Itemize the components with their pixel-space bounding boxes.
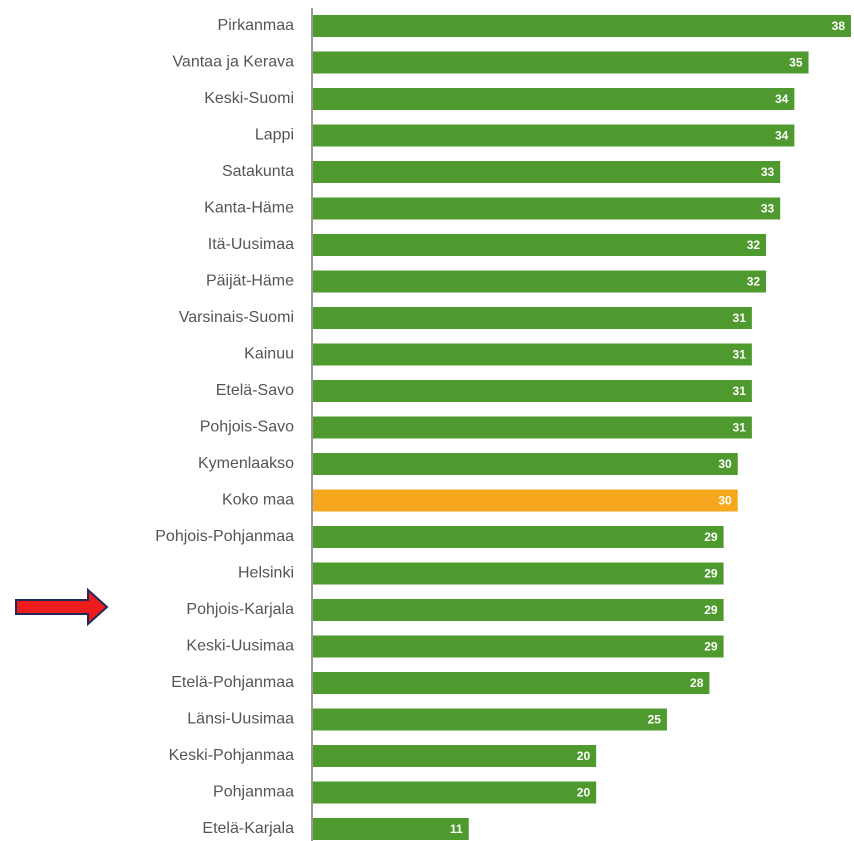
category-label: Itä-Uusimaa (208, 236, 294, 253)
bar (313, 88, 795, 110)
value-label: 32 (747, 238, 761, 252)
category-label: Keski-Suomi (204, 90, 294, 107)
value-label: 31 (733, 348, 747, 362)
bar (313, 51, 809, 74)
bar (313, 307, 752, 329)
category-label: Pohjois-Pohjanmaa (155, 528, 294, 545)
bar (313, 635, 724, 658)
bar (313, 197, 781, 220)
category-label: Pohjois-Savo (200, 419, 294, 436)
value-label: 29 (704, 567, 718, 581)
bar (313, 708, 667, 731)
category-label: Satakunta (222, 163, 294, 180)
value-label: 31 (733, 384, 747, 398)
category-label: Keski-Uusimaa (186, 638, 294, 655)
value-label: 35 (789, 56, 803, 70)
value-label: 29 (704, 603, 718, 617)
category-label: Kainuu (244, 346, 294, 363)
bar (313, 380, 752, 402)
value-label: 25 (648, 713, 662, 727)
bar (313, 781, 597, 804)
value-label: 20 (577, 786, 591, 800)
value-label: 29 (704, 530, 718, 544)
category-label: Keski-Pohjanmaa (169, 747, 295, 764)
bar (313, 453, 738, 475)
value-label: 38 (832, 19, 846, 33)
value-label: 11 (450, 822, 463, 836)
value-label: 34 (775, 92, 789, 106)
value-label: 32 (747, 275, 761, 289)
category-label: Kymenlaakso (198, 455, 294, 472)
pointer-arrow (15, 587, 109, 627)
value-label: 33 (761, 202, 775, 216)
bar (313, 526, 724, 548)
category-label: Koko maa (222, 492, 294, 509)
bar (313, 416, 752, 439)
category-label: Pirkanmaa (218, 17, 295, 34)
category-label: Länsi-Uusimaa (187, 711, 294, 728)
category-label: Lappi (255, 127, 294, 144)
category-label: Päijät-Häme (206, 273, 294, 290)
category-label: Pohjois-Karjala (186, 601, 294, 618)
bar (313, 234, 767, 256)
bar (313, 818, 469, 840)
bar (313, 562, 724, 585)
category-label: Etelä-Pohjanmaa (171, 674, 294, 691)
bar (313, 745, 597, 767)
bar (313, 15, 851, 37)
value-label: 28 (690, 676, 704, 690)
category-label: Vantaa ja Kerava (172, 54, 294, 71)
bar (313, 599, 724, 621)
value-label: 31 (733, 421, 747, 435)
value-label: 20 (577, 749, 591, 763)
value-label: 34 (775, 129, 789, 143)
category-label: Etelä-Karjala (202, 820, 294, 837)
value-label: 31 (733, 311, 747, 325)
bar (313, 343, 752, 366)
value-label: 29 (704, 640, 718, 654)
category-label: Varsinais-Suomi (179, 309, 294, 326)
value-label: 30 (718, 494, 732, 508)
bar (313, 161, 781, 183)
bar (313, 672, 710, 694)
category-label: Etelä-Savo (216, 382, 294, 399)
value-label: 33 (761, 165, 775, 179)
bar (313, 270, 767, 293)
category-label: Pohjanmaa (213, 784, 294, 801)
bar (313, 489, 738, 512)
bar (313, 124, 795, 147)
category-label: Helsinki (238, 565, 294, 582)
category-label: Kanta-Häme (204, 200, 294, 217)
value-label: 30 (718, 457, 732, 471)
